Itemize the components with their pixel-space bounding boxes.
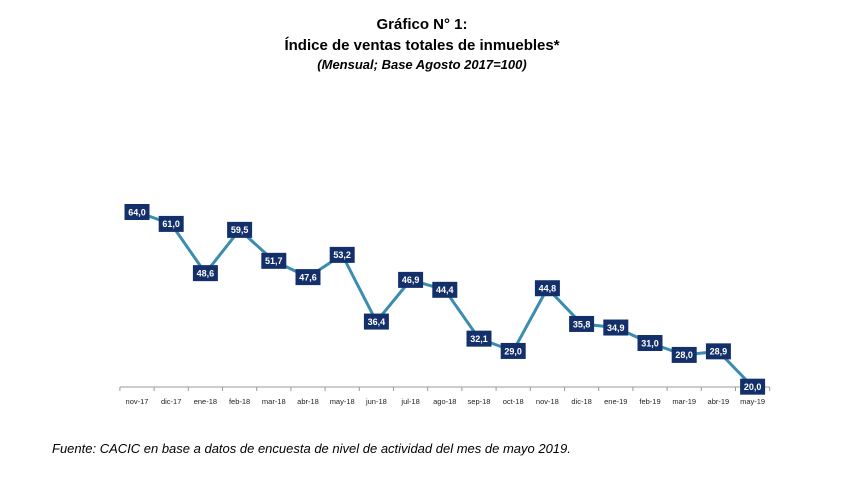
data-label-box xyxy=(124,204,150,220)
x-tick-label: mar-19 xyxy=(672,397,696,406)
data-label: 53,2 xyxy=(333,250,351,260)
x-tick-label: dic-18 xyxy=(571,397,591,406)
chart-title: Gráfico N° 1: xyxy=(376,16,468,33)
x-tick-label: sep-18 xyxy=(468,397,491,406)
data-label-box xyxy=(603,319,629,336)
x-tick-label: abr-18 xyxy=(297,397,319,406)
chart-note: (Mensual; Base Agosto 2017=100) xyxy=(317,57,527,72)
x-tick-label: nov-17 xyxy=(126,397,149,406)
x-tick-label: feb-18 xyxy=(229,397,250,406)
data-label: 34,9 xyxy=(607,323,625,333)
x-tick-label: may-19 xyxy=(740,397,765,406)
x-tick-label: ene-18 xyxy=(194,397,217,406)
data-label-box xyxy=(227,221,253,238)
series-line xyxy=(136,210,754,388)
data-label: 59,5 xyxy=(231,225,249,235)
data-label: 46,9 xyxy=(402,275,420,285)
data-label: 29,0 xyxy=(504,346,522,356)
data-label-box xyxy=(466,330,492,347)
data-label-box xyxy=(534,280,560,297)
x-tick-label: nov-18 xyxy=(536,397,559,406)
x-tick-label: ene-19 xyxy=(604,397,627,406)
data-label-box xyxy=(740,378,766,395)
data-label: 48,6 xyxy=(197,268,215,278)
source-note: Fuente: CACIC en base a datos de encuest… xyxy=(52,441,571,456)
data-label-box xyxy=(261,252,287,269)
data-label: 28,9 xyxy=(710,347,728,357)
data-label-box xyxy=(637,335,663,352)
data-label: 36,4 xyxy=(368,317,386,327)
x-tick-label: jul-18 xyxy=(400,397,419,406)
data-label-box xyxy=(705,343,731,360)
data-label-box xyxy=(398,271,424,288)
data-label: 61,0 xyxy=(162,219,180,229)
data-label-box xyxy=(158,215,184,232)
chart-title-block: Gráfico N° 1: Índice de ventas totales d… xyxy=(0,14,844,74)
data-label-box xyxy=(569,315,595,332)
data-label-box xyxy=(363,313,389,330)
chart-subtitle: Índice de ventas totales de inmuebles* xyxy=(284,37,560,54)
x-tick-label: jun-18 xyxy=(365,397,387,406)
data-label-box xyxy=(432,281,458,298)
x-tick-label: oct-18 xyxy=(503,397,524,406)
data-label-box xyxy=(295,269,321,286)
data-label: 47,6 xyxy=(299,272,317,282)
data-label: 35,8 xyxy=(573,319,591,329)
data-label-box xyxy=(500,342,526,359)
data-label: 32,1 xyxy=(470,334,488,344)
data-label: 64,0 xyxy=(128,207,146,217)
x-tick-label: may-18 xyxy=(330,397,355,406)
data-label: 31,0 xyxy=(641,338,659,348)
x-tick-label: feb-19 xyxy=(639,397,660,406)
data-label-box xyxy=(329,246,355,263)
data-label: 20,0 xyxy=(744,382,762,392)
data-label: 44,4 xyxy=(436,285,454,295)
data-label: 44,8 xyxy=(539,284,557,294)
x-tick-label: ago-18 xyxy=(433,397,456,406)
data-label: 51,7 xyxy=(265,256,283,266)
x-tick-label: abr-19 xyxy=(708,397,730,406)
x-tick-label: dic-17 xyxy=(161,397,181,406)
data-label-box xyxy=(671,346,697,363)
x-tick-label: mar-18 xyxy=(262,397,286,406)
data-label-box xyxy=(192,265,218,282)
data-label: 28,0 xyxy=(675,350,693,360)
